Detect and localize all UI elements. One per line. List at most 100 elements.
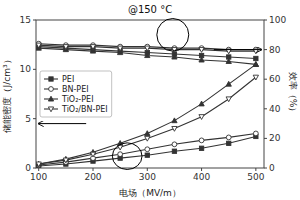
y2-tick-label: 40 bbox=[269, 104, 281, 114]
arrow bbox=[214, 49, 262, 50]
plot-data bbox=[36, 41, 258, 168]
series-line bbox=[39, 133, 256, 165]
chart: 100200300400500051015020406080100电场（MV/m… bbox=[0, 0, 300, 200]
y-tick-label: 15 bbox=[20, 15, 31, 25]
point bbox=[199, 138, 204, 143]
series-line bbox=[39, 77, 256, 164]
point bbox=[145, 131, 150, 136]
series-line bbox=[39, 45, 256, 51]
x-tick bbox=[201, 168, 202, 171]
y2-tick bbox=[264, 20, 267, 21]
point bbox=[36, 161, 41, 166]
point bbox=[145, 153, 149, 157]
point bbox=[172, 126, 177, 131]
plot-frame bbox=[36, 20, 264, 168]
series bbox=[37, 134, 258, 168]
y2-tick-label: 100 bbox=[269, 15, 286, 25]
x-tick-label: 300 bbox=[139, 172, 156, 182]
y2-tick bbox=[264, 79, 267, 80]
x-tick bbox=[93, 168, 94, 171]
point bbox=[118, 46, 123, 51]
legend-marker bbox=[49, 87, 54, 92]
legend-item: PEI bbox=[44, 75, 74, 84]
series bbox=[36, 131, 258, 167]
series bbox=[36, 62, 258, 166]
y-tick bbox=[33, 20, 36, 21]
point bbox=[63, 45, 68, 50]
x-tick bbox=[147, 168, 148, 171]
annotations bbox=[38, 19, 261, 170]
y-tick-label: 10 bbox=[20, 64, 32, 74]
x-tick-label: 400 bbox=[193, 172, 210, 182]
legend-label: TiO₂/BN-PEI bbox=[61, 105, 108, 114]
point bbox=[253, 62, 258, 67]
point bbox=[172, 118, 177, 123]
y2-tick-label: 20 bbox=[269, 133, 281, 143]
x-tick-label: 100 bbox=[30, 172, 47, 182]
legend-marker bbox=[48, 107, 53, 112]
x-tick-label: 500 bbox=[247, 172, 264, 182]
point bbox=[145, 46, 150, 51]
legend-item: BN-PEI bbox=[44, 85, 89, 94]
point bbox=[145, 147, 150, 152]
y2-tick bbox=[264, 108, 267, 109]
ellipse bbox=[157, 19, 189, 52]
point bbox=[90, 45, 95, 50]
point bbox=[253, 75, 258, 80]
point bbox=[254, 56, 258, 60]
y-tick-label: 5 bbox=[25, 114, 31, 124]
y2-tick-label: 60 bbox=[269, 74, 281, 84]
point bbox=[226, 81, 231, 86]
point bbox=[199, 115, 204, 120]
legend-box bbox=[40, 71, 112, 117]
y2-tick-label: 0 bbox=[269, 163, 275, 173]
y-tick-label: 0 bbox=[25, 163, 31, 173]
y2-tick bbox=[264, 168, 267, 169]
x-tick bbox=[255, 168, 256, 171]
point bbox=[36, 43, 41, 48]
point bbox=[118, 152, 123, 157]
legend-marker bbox=[48, 96, 53, 101]
y-tick bbox=[33, 168, 36, 169]
legend-item: TiO₂/BN-PEI bbox=[44, 105, 108, 114]
point bbox=[90, 152, 95, 157]
arrow bbox=[38, 123, 86, 124]
legend-marker bbox=[49, 77, 53, 81]
point bbox=[172, 142, 177, 147]
series-line bbox=[39, 64, 256, 164]
y2-tick bbox=[264, 49, 267, 50]
series bbox=[36, 75, 258, 167]
point bbox=[227, 141, 231, 145]
point bbox=[199, 101, 204, 106]
legend-item: TiO₂-PEI bbox=[44, 95, 94, 104]
series bbox=[36, 41, 258, 52]
point bbox=[145, 136, 150, 141]
point bbox=[172, 149, 176, 153]
series bbox=[36, 43, 258, 54]
x-tick bbox=[38, 168, 39, 171]
y-tick bbox=[33, 69, 36, 70]
point bbox=[199, 146, 203, 150]
point bbox=[253, 131, 258, 136]
title: @150 °C bbox=[128, 4, 172, 15]
point bbox=[199, 57, 204, 62]
x-axis-label: 电场（MV/m） bbox=[119, 188, 181, 198]
point bbox=[226, 97, 231, 102]
legend-label: BN-PEI bbox=[62, 85, 89, 94]
point bbox=[172, 54, 177, 59]
ellipse bbox=[112, 143, 142, 170]
point bbox=[226, 59, 231, 64]
legend-label: PEI bbox=[62, 75, 74, 84]
y2-tick-label: 80 bbox=[269, 45, 281, 55]
series bbox=[37, 44, 258, 60]
legend: PEIBN-PEITiO₂-PEITiO₂/BN-PEI bbox=[40, 71, 112, 117]
legend-label: TiO₂-PEI bbox=[61, 95, 94, 104]
point bbox=[172, 48, 177, 53]
point bbox=[199, 48, 204, 53]
point bbox=[145, 53, 150, 58]
point bbox=[36, 162, 41, 167]
y-tick bbox=[33, 118, 36, 119]
y2-tick bbox=[264, 138, 267, 139]
point bbox=[226, 135, 231, 140]
axes: 100200300400500051015020406080100 bbox=[20, 15, 287, 182]
